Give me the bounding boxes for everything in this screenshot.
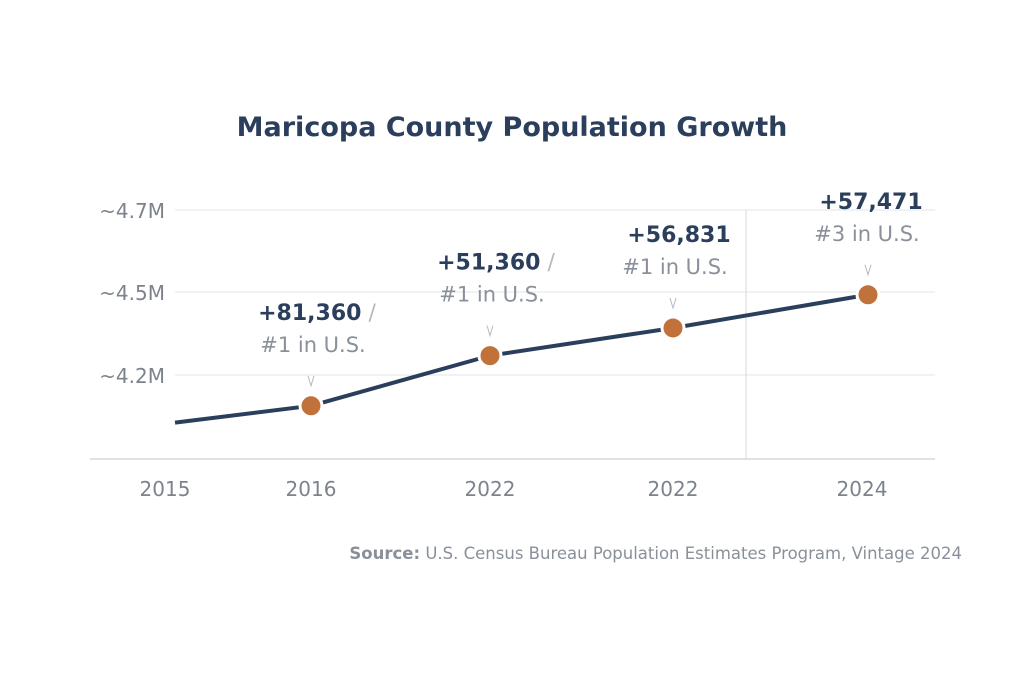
data-point-marker	[298, 393, 324, 419]
x-tick-label: 2016	[286, 477, 337, 501]
annotation-rank: #3 in U.S.	[814, 222, 920, 246]
annotation-rank: #1 in U.S.	[260, 333, 366, 357]
data-point-marker	[855, 282, 881, 308]
y-tick-label: ~4.7M	[99, 199, 165, 223]
annotation-pointer	[307, 375, 315, 388]
annotation-change: +51,360 /	[437, 251, 555, 276]
chart-title: Maricopa County Population Growth	[236, 112, 788, 143]
x-tick-label: 2022	[465, 477, 516, 501]
annotation-rank: #1 in U.S.	[439, 283, 545, 307]
source-label: Source:	[349, 544, 421, 563]
data-point-marker	[660, 315, 686, 341]
source-note: Source: U.S. Census Bureau Population Es…	[349, 544, 962, 563]
annotation-change: +56,831	[627, 223, 730, 248]
x-tick-label: 2024	[837, 477, 888, 501]
annotation-pointer	[864, 264, 872, 277]
annotation-pointer	[486, 325, 494, 338]
annotation-change: +57,471	[819, 190, 922, 215]
annotation-pointer	[669, 297, 677, 310]
y-tick-label: ~4.2M	[99, 364, 165, 388]
data-point-marker	[477, 343, 503, 369]
annotation-rank: #1 in U.S.	[622, 255, 728, 279]
x-tick-label: 2015	[140, 477, 191, 501]
y-tick-label: ~4.5M	[99, 281, 165, 305]
x-tick-label: 2022	[648, 477, 699, 501]
source-text: U.S. Census Bureau Population Estimates …	[420, 544, 962, 563]
annotation-change: +81,360 /	[258, 301, 376, 326]
